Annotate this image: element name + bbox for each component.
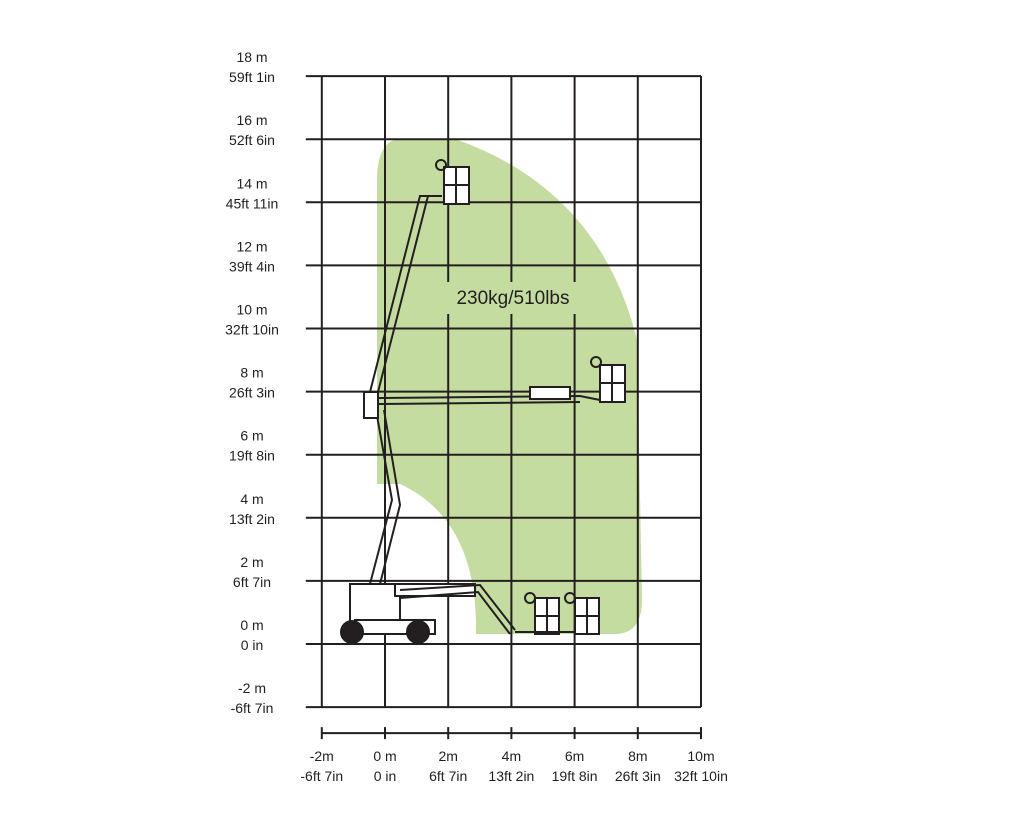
y-axis-label-metric: 8 m [240,365,263,381]
y-axis-label-imperial: 19ft 8in [229,448,275,464]
y-axis-label-imperial: 13ft 2in [229,511,275,527]
x-axis-label-metric: 8m [628,748,647,764]
lift-machine-illustration [340,159,626,644]
x-axis-label-metric: 6m [565,748,584,764]
x-axis-label-imperial: 32ft 10in [674,768,728,784]
y-axis-label-metric: 4 m [240,491,263,507]
x-axis-label-imperial: -6ft 7in [300,768,343,784]
load-label: 230kg/510lbs [456,288,569,309]
x-axis-label-imperial: 0 in [374,768,397,784]
working-envelope [377,139,642,634]
y-axis-label-imperial: 39ft 4in [229,258,275,274]
x-axis-label-imperial: 19ft 8in [552,768,598,784]
y-axis-label-imperial: 59ft 1in [229,69,275,85]
x-axis-labels: -2m -6ft 7in 0 m 0 in 2m 6ft 7in 4m 13ft 2in 6m 1… [300,748,727,784]
y-axis-labels: 18 m 59ft 1in 16 m 52ft 6in 14 m 45ft 11in 12 … [225,49,279,716]
x-axis-label-metric: -2m [310,748,334,764]
x-axis-label-metric: 4m [502,748,521,764]
x-axis-label-metric: 10m [687,748,714,764]
y-axis-label-imperial: 32ft 10in [225,322,279,338]
x-axis-label-imperial: 13ft 2in [488,768,534,784]
load-label-background [445,282,585,314]
y-axis-label-metric: 16 m [236,112,267,128]
y-axis-label-imperial: 26ft 3in [229,385,275,401]
y-axis-label-imperial: 0 in [241,637,264,653]
x-axis-label-metric: 2m [438,748,457,764]
chassis [349,583,401,623]
y-axis-label-metric: 2 m [240,554,263,570]
x-axis-label-imperial: 6ft 7in [429,768,467,784]
y-axis-label-metric: 0 m [240,617,263,633]
y-axis-label-imperial: 6ft 7in [233,574,271,590]
x-axis-label-metric: 0 m [373,748,396,764]
y-axis-label-metric: 18 m [236,49,267,65]
y-axis-label-metric: 12 m [236,238,267,254]
y-axis-label-metric: 10 m [236,302,267,318]
y-axis-label-imperial: 52ft 6in [229,132,275,148]
y-axis-label-imperial: 45ft 11in [226,195,279,211]
y-axis-label-imperial: -6ft 7in [231,700,274,716]
front-wheel [406,620,430,644]
y-axis-label-metric: 6 m [240,428,263,444]
y-axis-label-metric: 14 m [236,175,267,191]
x-axis-label-imperial: 26ft 3in [615,768,661,784]
y-axis-label-metric: -2 m [238,680,266,696]
rear-wheel [340,620,364,644]
